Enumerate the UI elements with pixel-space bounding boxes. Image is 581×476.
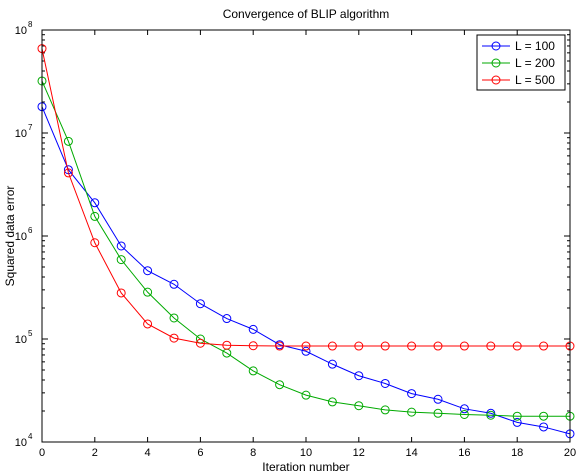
legend-label: L = 100	[515, 39, 555, 53]
data-point	[275, 380, 285, 390]
legend-label: L = 500	[515, 73, 555, 87]
data-point	[512, 417, 522, 427]
legend-swatch-marker	[491, 41, 501, 51]
data-point	[327, 341, 337, 351]
y-tick-exponent: 6	[28, 226, 33, 235]
x-tick-label: 16	[458, 447, 470, 459]
legend-label: L = 200	[515, 56, 555, 70]
data-point	[512, 411, 522, 421]
data-point	[63, 168, 73, 178]
data-point	[459, 404, 469, 414]
data-point	[301, 346, 311, 356]
data-point	[539, 422, 549, 432]
data-point	[169, 333, 179, 343]
y-tick-exponent: 8	[28, 20, 33, 29]
x-tick-label: 12	[353, 447, 365, 459]
x-tick-label: 8	[250, 447, 256, 459]
x-tick-label: 4	[145, 447, 151, 459]
y-tick-label: 10	[15, 128, 27, 140]
data-point	[116, 288, 126, 298]
series-0	[37, 102, 575, 439]
chart-title: Convergence of BLIP algorithm	[223, 7, 390, 21]
data-point	[354, 341, 364, 351]
legend-swatch-marker	[491, 75, 501, 85]
data-point	[248, 324, 258, 334]
data-point	[195, 299, 205, 309]
data-point	[380, 405, 390, 415]
data-point	[222, 340, 232, 350]
data-point	[327, 359, 337, 369]
x-tick-label: 14	[405, 447, 417, 459]
data-point	[354, 371, 364, 381]
legend-swatch-marker	[491, 58, 501, 68]
data-point	[486, 341, 496, 351]
data-point	[143, 287, 153, 297]
x-tick-label: 20	[564, 447, 576, 459]
data-point	[248, 341, 258, 351]
data-point	[90, 238, 100, 248]
data-point	[354, 401, 364, 411]
data-point	[380, 341, 390, 351]
data-point	[407, 389, 417, 399]
x-tick-label: 2	[92, 447, 98, 459]
data-point	[301, 390, 311, 400]
x-tick-label: 6	[197, 447, 203, 459]
y-tick-label: 10	[15, 437, 27, 449]
data-point	[433, 408, 443, 418]
data-point	[459, 341, 469, 351]
data-point	[486, 410, 496, 420]
x-tick-label: 0	[39, 447, 45, 459]
x-tick-label: 10	[300, 447, 312, 459]
data-point	[407, 341, 417, 351]
data-point	[195, 338, 205, 348]
data-point	[433, 341, 443, 351]
x-tick-label: 18	[511, 447, 523, 459]
data-point	[169, 279, 179, 289]
legend: L = 100 L = 200 L = 500	[476, 34, 566, 91]
data-point	[512, 341, 522, 351]
data-point	[380, 378, 390, 388]
y-tick-exponent: 4	[28, 432, 33, 441]
data-point	[143, 266, 153, 276]
series-line	[41, 106, 571, 435]
data-point	[301, 341, 311, 351]
data-point	[275, 341, 285, 351]
data-point	[539, 411, 549, 421]
data-point	[90, 211, 100, 221]
series-layer	[37, 44, 575, 439]
series-line	[41, 48, 570, 347]
data-point	[539, 341, 549, 351]
series-line	[41, 80, 570, 417]
data-point	[90, 198, 100, 208]
y-tick-exponent: 7	[28, 123, 33, 132]
data-point	[169, 313, 179, 323]
y-tick-label: 10	[15, 231, 27, 243]
data-point	[63, 136, 73, 146]
data-point	[248, 366, 258, 376]
plot-area-frame	[41, 29, 571, 443]
data-point	[222, 314, 232, 324]
x-axis-title: Iteration number	[262, 460, 349, 474]
y-axis-title: Squared data error	[3, 186, 17, 287]
data-point	[116, 241, 126, 251]
y-tick-exponent: 5	[28, 329, 33, 338]
data-point	[433, 394, 443, 404]
data-point	[143, 319, 153, 329]
y-tick-label: 10	[15, 25, 27, 37]
data-point	[407, 407, 417, 417]
data-point	[327, 397, 337, 407]
data-point	[459, 409, 469, 419]
data-point	[116, 255, 126, 265]
y-tick-label: 10	[15, 334, 27, 346]
